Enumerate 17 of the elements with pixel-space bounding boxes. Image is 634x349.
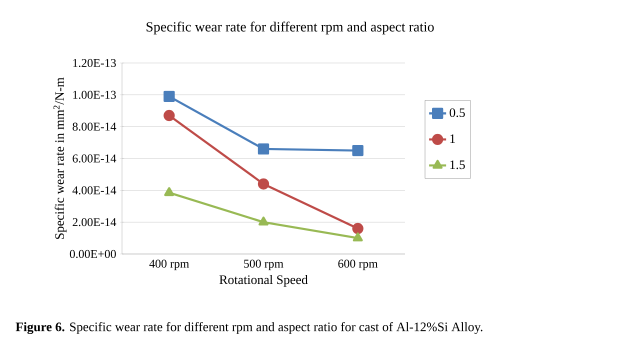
legend-label: 1.5	[450, 160, 465, 170]
y-tick-label: 6.00E-14	[72, 154, 116, 163]
y-tick-label: 1.00E-13	[73, 90, 116, 99]
y-tick-label: 4.00E-14	[72, 186, 116, 194]
legend-label: 0.5	[450, 108, 465, 118]
legend-label: 1	[450, 134, 455, 143]
y-tick-label: 0.00E+00	[70, 250, 116, 258]
text: Figure 6. Specific wear rate for different rpm and aspect ratio for cast of Al-12%Si Alloy.	[16, 322, 482, 334]
x-tick-label: 500 rpm	[244, 260, 284, 270]
chart-title: Specific wear rate for different rpm and aspect ratio	[146, 22, 434, 34]
y-tick-label: 8.00E-14	[72, 122, 116, 131]
y-axis-title: Specific wear rate in mm$^{2}$/N-m	[53, 77, 67, 239]
y-tick-label: 2.00E-14	[72, 218, 116, 226]
x-axis-title: Rotational Speed	[219, 274, 308, 287]
x-tick-label: 600 rpm	[338, 260, 378, 270]
y-tick-label: 1.20E-13	[73, 58, 116, 68]
x-tick-label: 400 rpm	[149, 260, 190, 270]
